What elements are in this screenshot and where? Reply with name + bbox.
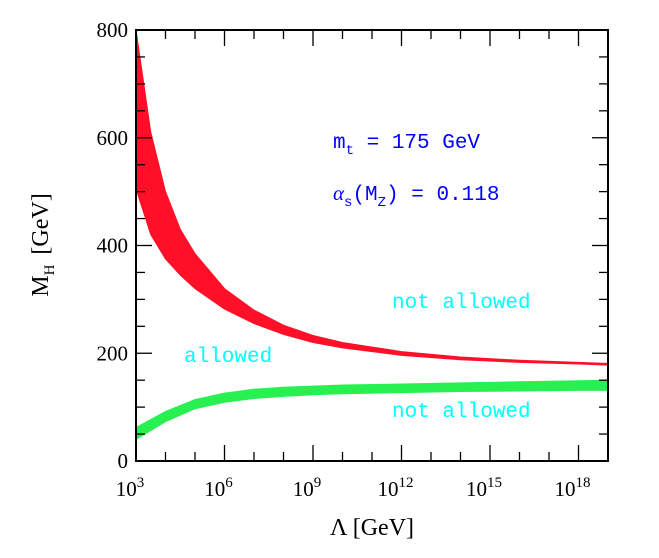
annotation-top-mass: mt = 175 GeV bbox=[333, 132, 480, 159]
y-tick-label: 0 bbox=[118, 449, 129, 473]
x-tick-label: 103 bbox=[116, 475, 145, 501]
y-axis-label: MH[GeV] bbox=[28, 193, 58, 297]
x-tick-label: 1012 bbox=[378, 475, 414, 501]
y-tick-label: 600 bbox=[97, 126, 129, 150]
bands-layer bbox=[135, 29, 609, 441]
x-tick-label: 109 bbox=[293, 475, 322, 501]
x-tick-label: 1018 bbox=[555, 475, 591, 501]
y-tick-label: 200 bbox=[97, 341, 129, 365]
annotation-upper-not-allowed: not allowed bbox=[392, 292, 531, 315]
x-axis-label: Λ [GeV] bbox=[330, 515, 414, 541]
y-axis-label-group: MH[GeV] bbox=[28, 193, 58, 297]
annotation-lower-not-allowed: not allowed bbox=[392, 401, 531, 424]
plot-frame bbox=[135, 29, 609, 462]
x-tick-label: 1015 bbox=[466, 475, 502, 501]
tick-labels-layer: 0 200 400 600 800 103 106 109 1012 1015 1018 bbox=[97, 18, 591, 501]
y-tick-label: 400 bbox=[97, 234, 129, 258]
y-tick-label: 800 bbox=[97, 18, 129, 42]
annotation-alpha-s: αs(MZ) = 0.118 bbox=[333, 181, 499, 211]
x-tick-label: 106 bbox=[204, 475, 233, 501]
annotation-allowed: allowed bbox=[184, 346, 272, 369]
ticks-layer bbox=[135, 29, 609, 462]
band-lower-green bbox=[135, 379, 609, 441]
